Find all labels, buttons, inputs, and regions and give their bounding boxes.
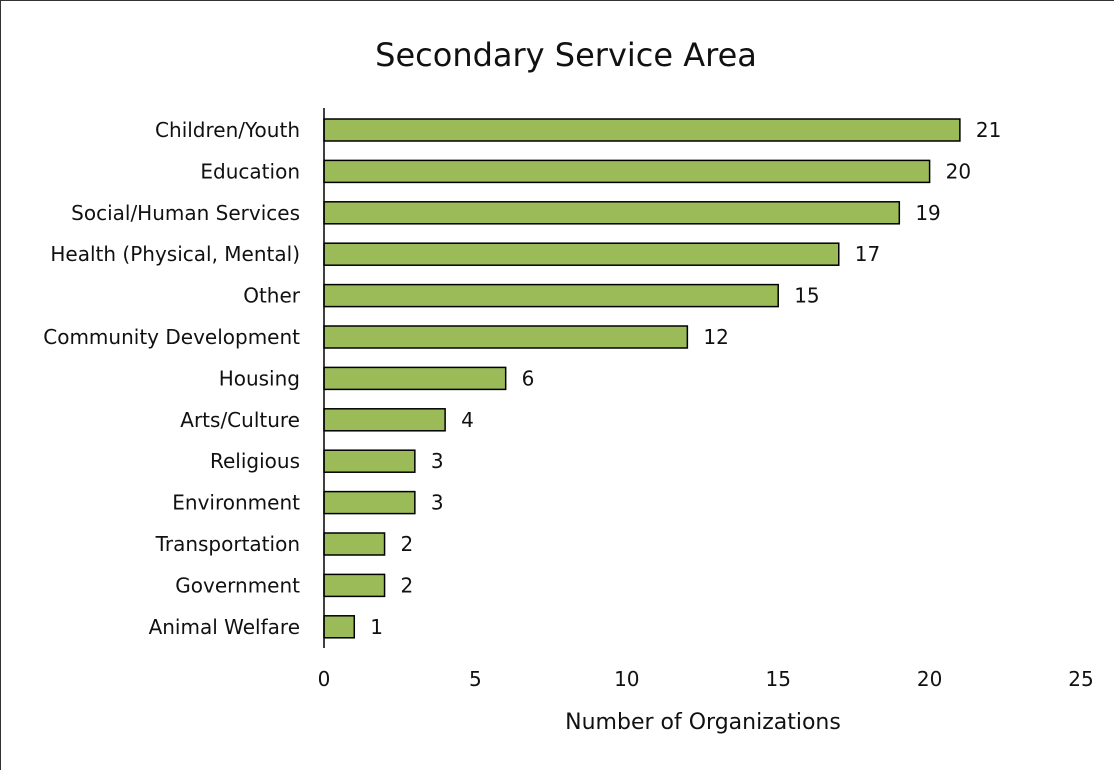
x-tick-label: 15	[765, 667, 790, 691]
bar	[323, 490, 416, 515]
bar	[323, 201, 901, 225]
x-tick-label: 10	[614, 667, 639, 691]
category-label: Education	[200, 159, 300, 183]
category-label: Animal Welfare	[149, 615, 300, 639]
category-label: Arts/Culture	[180, 408, 300, 432]
x-tick-label: 0	[318, 667, 331, 691]
value-label: 21	[976, 118, 1001, 142]
category-label: Housing	[219, 366, 300, 390]
bar	[323, 408, 446, 432]
category-label: Social/Human Services	[71, 201, 300, 225]
value-label: 15	[794, 284, 819, 308]
category-label: Government	[175, 573, 300, 597]
bar	[323, 159, 931, 184]
x-tick-label: 5	[469, 667, 482, 691]
chart-title: Secondary Service Area	[375, 36, 757, 74]
value-label: 20	[946, 159, 971, 183]
category-label: Other	[243, 284, 301, 308]
value-label: 17	[855, 242, 880, 266]
bar	[323, 532, 386, 556]
category-label: Transportation	[155, 532, 300, 556]
category-label: Health (Physical, Mental)	[50, 242, 300, 266]
value-label: 2	[401, 573, 414, 597]
value-label: 1	[370, 615, 383, 639]
bar	[323, 118, 961, 142]
value-label: 12	[703, 325, 728, 349]
value-label: 19	[915, 201, 940, 225]
category-label: Children/Youth	[155, 118, 300, 142]
bar	[323, 242, 840, 266]
value-label: 4	[461, 408, 474, 432]
value-label: 6	[522, 366, 535, 390]
value-label: 3	[431, 491, 444, 515]
category-label: Religious	[210, 449, 300, 473]
category-label: Environment	[172, 491, 300, 515]
bars-group	[323, 118, 961, 639]
category-label: Community Development	[43, 325, 300, 349]
bar	[323, 573, 386, 598]
x-tick-label: 20	[917, 667, 942, 691]
value-label: 3	[431, 449, 444, 473]
bar	[323, 325, 689, 349]
bar	[323, 449, 416, 473]
bar	[323, 283, 779, 308]
x-tick-label: 25	[1068, 667, 1093, 691]
category-labels: Children/Youth Education Social/Human Serv…	[43, 118, 301, 639]
x-tick-labels: 0 5 10 15 20 25	[318, 667, 1094, 691]
x-axis-label: Number of Organizations	[565, 710, 841, 735]
bar	[323, 615, 356, 639]
value-label: 2	[401, 532, 414, 556]
bar	[323, 366, 507, 391]
